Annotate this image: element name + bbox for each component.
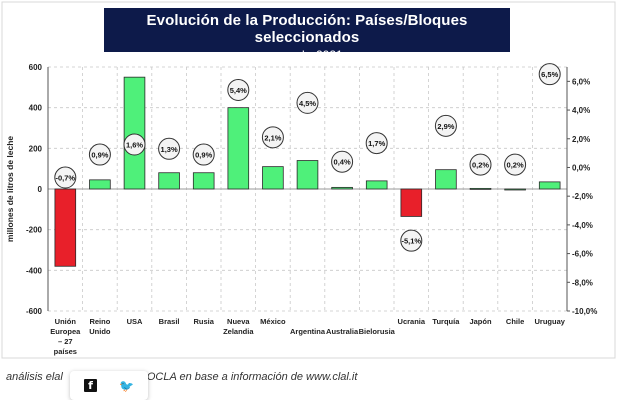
bar-1 [54, 188, 77, 267]
twitter-icon[interactable]: 🐦 [119, 378, 134, 393]
pct-label: -5,1% [402, 237, 422, 246]
pct-label: 1,6% [126, 141, 143, 150]
pct-label: 0,9% [91, 151, 108, 160]
pct-bubble [469, 153, 492, 176]
share-bar: f 🐦 [70, 371, 148, 400]
pct-label: 1,7% [368, 139, 385, 148]
pct-label: 2,1% [264, 133, 281, 142]
category-label: Japón [469, 317, 492, 326]
pct-label: -0,7% [56, 174, 76, 183]
pct-bubble [296, 91, 319, 114]
source-caption: análisis elal OCLA en base a información … [6, 371, 357, 383]
chart-title: Evolución de la Producción: Países/Bloqu… [146, 12, 468, 46]
y2-tick-label: -4,0% [572, 221, 593, 230]
pct-bubble [54, 166, 77, 189]
bar-3 [123, 76, 146, 190]
category-label: Argentina [290, 327, 326, 336]
bar-8 [296, 160, 319, 190]
bar-6 [227, 107, 250, 190]
pct-bubble [227, 78, 250, 101]
bar-14 [504, 188, 526, 191]
y-tick-label: -200 [26, 226, 43, 235]
category-label: Ucrania [398, 317, 426, 326]
y-tick-label: -400 [26, 266, 43, 275]
y2-tick-label: 6,0% [572, 77, 590, 86]
production-chart: -600 -400 -200 0 200 400 600 -10,0% -8,0% -6,0% -4… [1, 1, 616, 359]
y-tick-label: -600 [26, 307, 43, 316]
y-tick-label: 400 [29, 104, 43, 113]
pct-bubble [538, 63, 561, 86]
category-label: Australia [326, 327, 359, 336]
pct-bubble [365, 132, 388, 155]
bar-9 [331, 186, 353, 190]
pct-label: 0,2% [472, 161, 489, 170]
pct-label: 4,5% [299, 99, 316, 108]
bar-11 [400, 188, 423, 217]
y2-tick-label: -2,0% [572, 192, 593, 201]
y-tick-label: 0 [38, 185, 43, 194]
bar-5 [192, 172, 215, 190]
category-label: México [260, 317, 286, 326]
facebook-icon[interactable]: f [84, 379, 98, 392]
category-label: Uruguay [534, 317, 565, 326]
y-tick-label: 600 [29, 63, 43, 72]
category-label: Rusia [193, 317, 214, 326]
pct-bubble [88, 143, 111, 166]
bar-7 [262, 166, 284, 190]
bar-4 [158, 172, 180, 190]
pct-bubble [158, 137, 181, 160]
caption-right: OCLA en base a información de www.clal.i… [146, 371, 358, 383]
pct-label: 0,2% [507, 161, 524, 170]
y2-tick-label: -6,0% [572, 250, 593, 259]
y2-tick-label: 4,0% [572, 106, 590, 115]
pct-label: 6,5% [541, 70, 558, 79]
category-label: Reino Unido [89, 317, 111, 336]
y2-tick-label: 0,0% [572, 163, 590, 172]
bar-12 [435, 169, 457, 190]
y-tick-label: 200 [29, 144, 43, 153]
category-label: Chile [506, 317, 524, 326]
caption-left: análisis elal [6, 371, 63, 383]
pct-label: 0,4% [334, 158, 351, 167]
y2-tick-label: -8,0% [572, 278, 593, 287]
category-label: Bielorusia [359, 327, 396, 336]
pct-bubble [192, 143, 215, 166]
category-label: Brasil [159, 317, 180, 326]
y-axis-title: millones de litros de leche [5, 136, 15, 243]
chart-subtitle: ene-abr 2021 [271, 48, 343, 62]
chart-title-box: Evolución de la Producción: Países/Bloqu… [104, 8, 510, 62]
category-label: USA [127, 317, 143, 326]
category-label: Unión Europea – 27 países [50, 317, 81, 356]
pct-bubble [504, 153, 527, 176]
pct-label: 1,3% [161, 145, 178, 154]
category-label: Nueva Zelandia [223, 317, 254, 336]
bar-10 [365, 180, 388, 190]
pct-label: 5,4% [230, 86, 247, 95]
category-label: Turquía [432, 317, 460, 326]
pct-label: 0,9% [195, 151, 212, 160]
bar-2 [89, 179, 111, 190]
y2-tick-label: -10,0% [572, 307, 597, 316]
pct-bubble [400, 229, 423, 252]
pct-label: 2,9% [437, 122, 454, 131]
bar-15 [538, 181, 561, 190]
bar-13 [469, 187, 492, 190]
pct-bubble [434, 114, 457, 137]
pct-bubble [123, 133, 146, 156]
pct-bubble [261, 126, 284, 149]
pct-bubble [331, 150, 354, 173]
y2-tick-label: 2,0% [572, 135, 590, 144]
